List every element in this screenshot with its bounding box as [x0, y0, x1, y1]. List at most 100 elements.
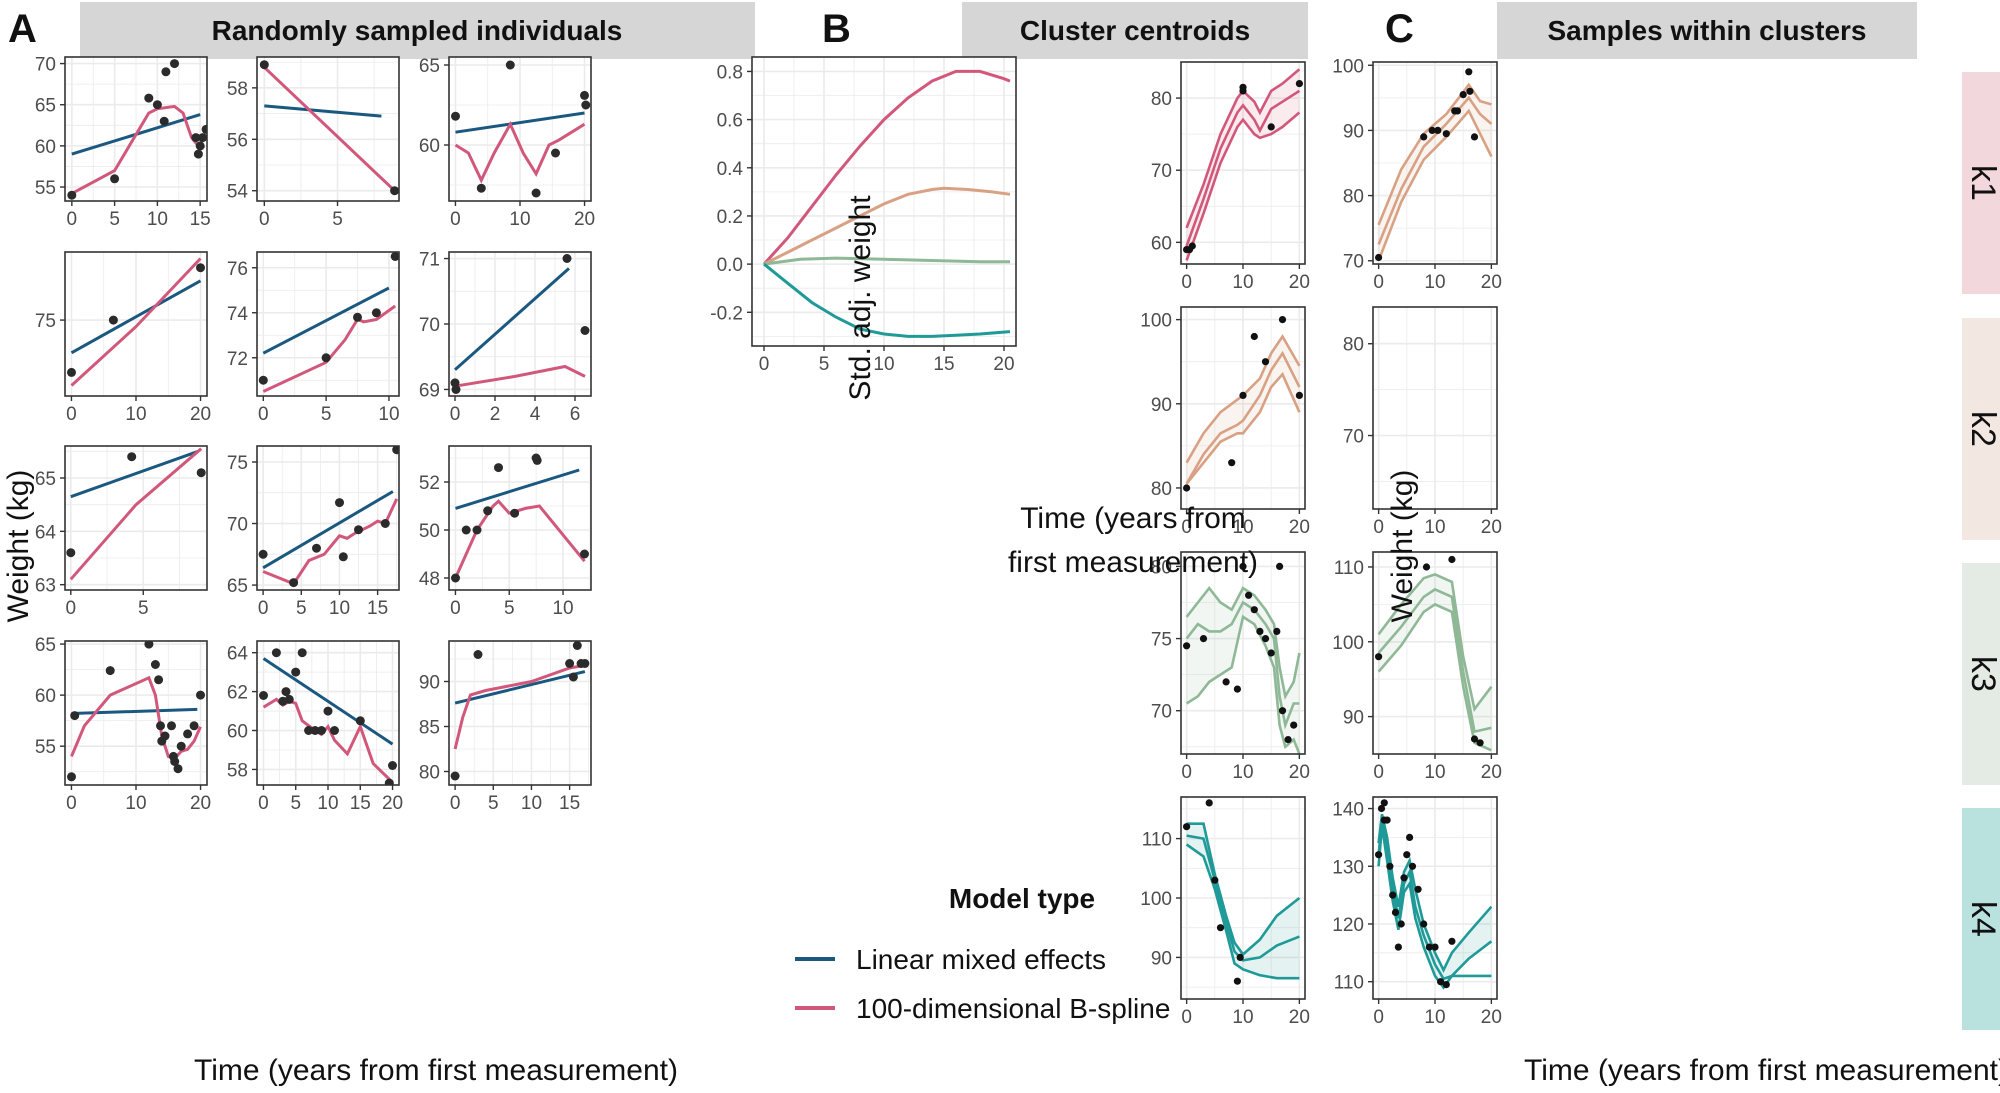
- c-facet-k2-left-point-4: [1261, 358, 1270, 366]
- c-facet-k3-right-xtick-label: 0: [1373, 762, 1384, 783]
- c-facet-k2-right-xtick-label: 10: [1424, 517, 1445, 538]
- c-facet-k3-left-point-2: [1222, 678, 1230, 686]
- a-facet-10-point-5: [154, 675, 164, 685]
- b-centroids-content: [762, 69, 1011, 338]
- c-facet-k3-left-point-3: [1233, 685, 1241, 693]
- c-facet-k4-left-ytick-label: 110: [1142, 830, 1172, 851]
- a-facet-2-ytick-label: 58: [227, 79, 248, 100]
- a-facet-9-point-2: [472, 525, 482, 535]
- a-facet-10-point-6: [156, 721, 165, 731]
- a-facet-10-xtick-label: 20: [190, 793, 211, 814]
- a-facet-9-xtick-label: 10: [552, 598, 573, 619]
- a-facet-7-background: [65, 446, 207, 590]
- panel-b-x-title-line2: first measurement): [1008, 546, 1258, 579]
- c-facet-k2-right-point-7: [1459, 91, 1467, 99]
- panel-b-centroids: 0 5 10 15 20 -0.2 0.0 0.2 0.4 0.6 0.8: [710, 56, 1017, 375]
- a-facet-1-point-3: [152, 100, 162, 110]
- k1-strip: [1962, 72, 2000, 294]
- c-facet-k4-right-point-20: [1448, 937, 1456, 945]
- b-centroids-xtick-label: 10: [873, 354, 894, 375]
- a-facet-12-content: [450, 641, 590, 781]
- a-facet-12-point-1: [473, 650, 483, 659]
- a-facet-3-xtick-label: 10: [509, 209, 530, 230]
- a-facet-11-content: [259, 648, 397, 785]
- a-facet-10-point-8: [160, 731, 170, 741]
- a-facet-1-xtick-label: 0: [67, 209, 78, 230]
- c-facet-k3-left-point-14: [1290, 721, 1298, 729]
- c-facet-k2-left-ytick-label: 100: [1140, 311, 1172, 332]
- panel-a-x-title: Time (years from first measurement): [194, 1054, 678, 1087]
- c-facet-k2-right-gridlines: [1373, 62, 1497, 264]
- c-facet-k2-left-point-1: [1228, 459, 1236, 467]
- a-facet-9-point-3: [483, 506, 493, 516]
- a-facet-11-point-9: [317, 726, 326, 735]
- a-facet-2-content: [259, 60, 399, 196]
- a-facet-12-ytick-label: 80: [419, 763, 440, 784]
- panel-c-x-title: Time (years from first measurement): [1524, 1054, 2000, 1087]
- a-facet-2-xtick-label: 5: [332, 209, 343, 230]
- k4-strip-label: k4: [1964, 901, 2000, 937]
- c-facet-k4-left-lower-line: [1185, 843, 1300, 980]
- c-facet-k4-right-point-4: [1383, 816, 1391, 824]
- c-facet-k3-left-lower-line: [1185, 614, 1301, 754]
- c-facet-k3-left-point-6: [1250, 606, 1258, 614]
- a-facet-3-point-6: [581, 100, 591, 110]
- a-facet-2-ytick-label: 56: [227, 130, 248, 151]
- a-facet-8-xtick-label: 0: [258, 598, 269, 619]
- c-facet-k1-left-point-2: [1188, 242, 1196, 250]
- c-facet-k2-right: 0 10 20 70 80: [1343, 306, 1502, 538]
- a-facet-5-ytick-label: 72: [227, 349, 248, 370]
- a-facet-3-content: [451, 60, 591, 198]
- a-facet-12-xtick-label: 15: [559, 793, 580, 814]
- c-facet-k3-left-point-13: [1284, 736, 1292, 744]
- a-facet-5-point-4: [390, 252, 399, 261]
- a-facet-8-spline-line: [262, 498, 399, 586]
- c-facet-k4-right-mid-line: [1377, 819, 1492, 981]
- a-facet-3-xtick-label: 20: [574, 209, 595, 230]
- a-facet-9-point-4: [494, 463, 503, 473]
- c-facet-k3-left-point-12: [1278, 707, 1287, 715]
- c-facet-k2-right-upper-line: [1377, 82, 1492, 226]
- c-facet-k4-right-ytick-label: 130: [1332, 857, 1364, 878]
- a-facet-4-point-0: [67, 367, 76, 377]
- c-facet-k2-right-gridlines: [1373, 307, 1497, 509]
- a-facet-4-point-1: [108, 315, 118, 325]
- c-facet-k2-right-point-3: [1434, 126, 1442, 134]
- a-facet-6-content: [450, 254, 590, 394]
- c-facet-k3-right: 0 10 20 90 100 110: [1332, 551, 1502, 783]
- a-facet-5-xtick-label: 10: [378, 404, 399, 425]
- a-facet-7-lme-line: [70, 449, 199, 499]
- a-facet-11-ytick-label: 62: [227, 683, 248, 704]
- a-facet-8-content: [258, 446, 399, 588]
- c-facet-k4-right: 0 10 20 110 120 130 140: [1332, 796, 1502, 1028]
- a-facet-7-content: [66, 447, 206, 581]
- b-centroids-centroid-k2: [763, 186, 1011, 266]
- c-facet-k4-right-ribbon: [1378, 814, 1492, 988]
- a-facet-1-content: [67, 59, 207, 200]
- a-facet-3-point-4: [551, 148, 560, 158]
- a-facet-7-xtick-label: 5: [138, 598, 149, 619]
- c-facet-k1-left-content: [1183, 68, 1303, 261]
- a-facet-11-ytick-label: 58: [227, 760, 248, 781]
- a-facet-12-point-0: [450, 771, 460, 781]
- a-facet-5-point-0: [258, 375, 268, 385]
- panel-b-x-title-line1: Time (years from: [1020, 502, 1246, 535]
- a-facet-1-point-6: [159, 116, 169, 126]
- a-facet-10-point-12: [173, 764, 183, 774]
- c-facet-k3-left-content: [1183, 562, 1301, 754]
- a-facet-1-point-9: [198, 133, 207, 143]
- a-facet-12-gridlines: [449, 641, 591, 785]
- panel-b-y-title: Std. adj. weight: [844, 195, 877, 401]
- a-facet-3-ytick-label: 60: [419, 136, 440, 157]
- c-facet-k2-right-point-2: [1428, 126, 1436, 134]
- a-facet-6-xtick-label: 0: [450, 404, 461, 425]
- c-facet-k2-right-ytick-label: 70: [1343, 252, 1364, 273]
- c-facet-k2-right-point-8: [1465, 68, 1473, 76]
- a-facet-3-point-3: [531, 188, 541, 198]
- a-facet-1-point-7: [191, 133, 201, 143]
- c-facet-k4-right-point-6: [1389, 891, 1397, 899]
- c-facet-k1-left-xtick-label: 10: [1232, 272, 1253, 293]
- b-centroids-ytick-label: 0.8: [717, 62, 743, 83]
- a-facet-11-point-12: [355, 716, 365, 726]
